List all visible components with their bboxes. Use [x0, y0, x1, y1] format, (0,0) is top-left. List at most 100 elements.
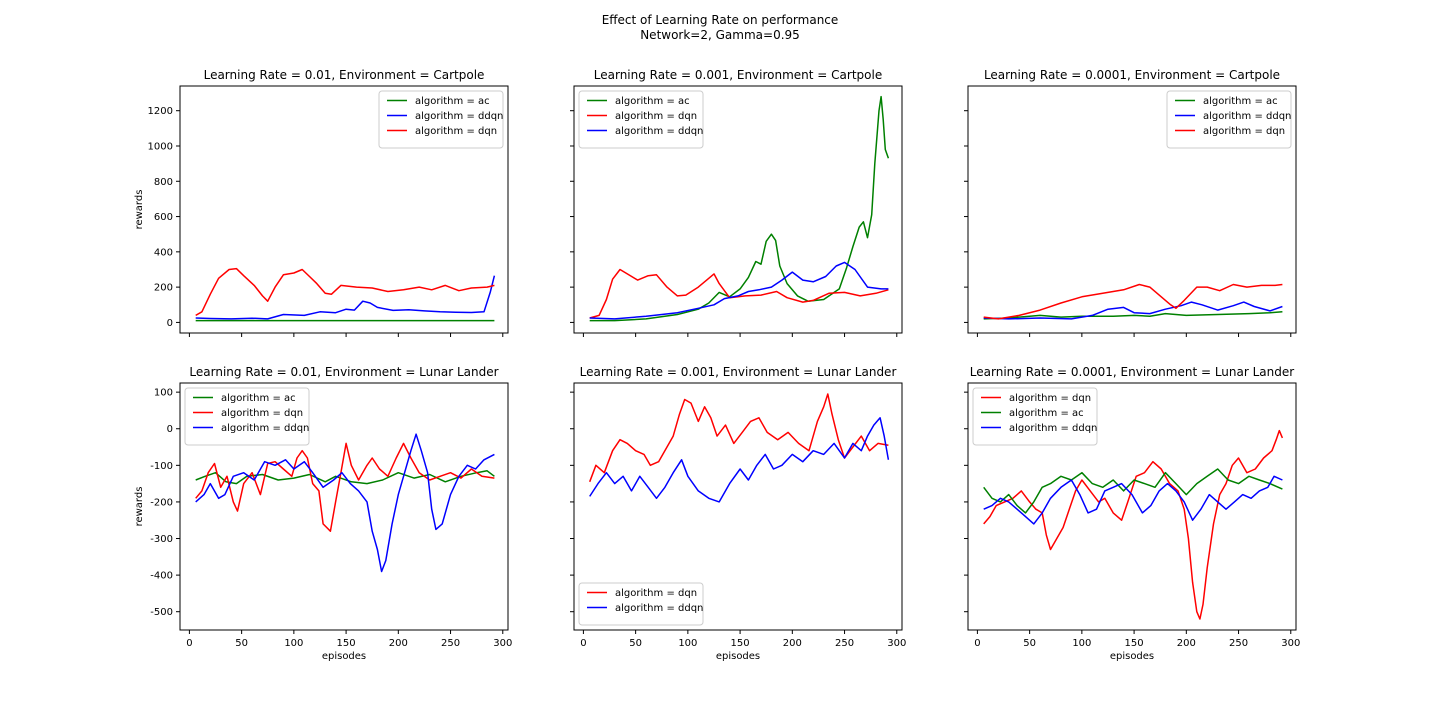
legend-entry: algorithm = ddqn: [415, 111, 503, 122]
y-tick-label: 0: [167, 318, 173, 329]
figure-subtitle: Network=2, Gamma=0.95: [640, 28, 800, 42]
legend-entry: algorithm = ac: [615, 96, 690, 107]
series-line-ac: [983, 468, 1283, 514]
x-axis-label: episodes: [1110, 651, 1154, 662]
subplot-title: Learning Rate = 0.0001, Environment = Lu…: [970, 365, 1294, 379]
y-tick-label: 200: [154, 283, 173, 294]
axes-frame: [179, 382, 509, 631]
x-tick-label: 250: [1229, 638, 1248, 649]
y-tick-label: -500: [150, 607, 173, 618]
axes-frame: [573, 382, 903, 631]
legend-entry: algorithm = dqn: [615, 588, 697, 599]
legend-entry: algorithm = ac: [415, 96, 490, 107]
series-line-ac: [589, 95, 890, 322]
x-tick-label: 100: [678, 638, 697, 649]
subplot-title: Learning Rate = 0.01, Environment = Luna…: [189, 365, 498, 379]
series-line-dqn: [983, 283, 1283, 320]
subplot-6: 0 50 100 150 200 250 300 Learning Rate = 0.0001…: [964, 365, 1300, 662]
x-axis-label: episodes: [322, 651, 366, 662]
x-tick-label: 150: [731, 638, 750, 649]
legend-box: [184, 387, 310, 446]
legend-entry: algorithm = ddqn: [615, 126, 703, 137]
legend: algorithm = ac algorithm = dqn algorithm =…: [578, 90, 704, 149]
legend-entry: algorithm = ac: [1203, 96, 1278, 107]
y-tick-label: 100: [154, 388, 173, 399]
y-tick-label: 1200: [148, 106, 173, 117]
x-tick-label: 200: [389, 638, 408, 649]
x-axis-label: episodes: [716, 651, 760, 662]
y-tick-label: -100: [150, 461, 173, 472]
series-line-ddqn: [195, 433, 495, 573]
x-tick-label: 0: [580, 638, 586, 649]
subplot-title: Learning Rate = 0.001, Environment = Lun…: [580, 365, 897, 379]
x-tick-label: 150: [337, 638, 356, 649]
series-line-dqn: [195, 267, 495, 317]
series-line-ddqn: [589, 417, 890, 503]
x-tick-label: 50: [629, 638, 642, 649]
subplot-5: 0 50 100 150 200 250 300 Learning Rate = 0.001,…: [570, 365, 906, 662]
series-line-ddqn: [195, 275, 496, 320]
axes-frame: [967, 85, 1297, 334]
x-tick-label: 200: [1177, 638, 1196, 649]
x-tick-label: 300: [887, 638, 906, 649]
subplot-title: Learning Rate = 0.0001, Environment = Ca…: [984, 68, 1280, 82]
subplot-3: Learning Rate = 0.0001, Environment = Ca…: [964, 68, 1297, 337]
legend-box: [378, 90, 504, 149]
x-tick-label: 0: [974, 638, 980, 649]
series-line-ac: [983, 311, 1283, 320]
legend-entry: algorithm = dqn: [1203, 126, 1285, 137]
x-tick-label: 150: [1125, 638, 1144, 649]
series-line-ddqn: [983, 301, 1283, 320]
series-line-ddqn: [983, 475, 1283, 525]
series-line-dqn: [195, 442, 495, 532]
subplot-4: 0 50 100 150 200 250 300 100 0 -100 -200 -300 -400 -5…: [134, 365, 512, 662]
x-tick-label: 300: [1281, 638, 1300, 649]
legend: algorithm = dqn algorithm = ddqn: [578, 582, 704, 626]
legend: algorithm = ac algorithm = dqn algorithm =…: [184, 387, 310, 446]
subplot-title: Learning Rate = 0.01, Environment = Cart…: [204, 68, 485, 82]
legend-entry: algorithm = ddqn: [1203, 111, 1291, 122]
legend-entry: algorithm = dqn: [615, 111, 697, 122]
legend-entry: algorithm = ddqn: [615, 603, 703, 614]
axes-frame: [573, 85, 903, 334]
x-tick-label: 100: [1072, 638, 1091, 649]
x-tick-label: 0: [186, 638, 192, 649]
y-tick-label: 0: [167, 424, 173, 435]
y-tick-label: 1000: [148, 141, 173, 152]
subplot-1: 0 200 400 600 800 1000 1200 Learning Rate = 0.0…: [134, 68, 509, 337]
legend-entry: algorithm = ac: [1009, 408, 1084, 419]
x-tick-label: 50: [235, 638, 248, 649]
x-tick-label: 300: [493, 638, 512, 649]
y-tick-label: -300: [150, 534, 173, 545]
x-tick-label: 50: [1023, 638, 1036, 649]
series-line-ac: [195, 470, 495, 485]
legend-box: [1166, 90, 1292, 149]
series-line-ddqn: [589, 261, 889, 320]
x-tick-label: 100: [284, 638, 303, 649]
y-tick-label: -400: [150, 571, 173, 582]
subplot-2: Learning Rate = 0.001, Environment = Car…: [570, 68, 903, 337]
figure-title: Effect of Learning Rate on performance: [602, 13, 839, 27]
legend-box: [578, 90, 704, 149]
x-tick-label: 250: [441, 638, 460, 649]
legend: algorithm = ac algorithm = ddqn algorithm …: [378, 90, 504, 149]
axes-frame: [967, 382, 1297, 631]
legend: algorithm = dqn algorithm = ac algorithm =…: [972, 387, 1098, 446]
axes-frame: [179, 85, 509, 334]
y-tick-label: 800: [154, 177, 173, 188]
x-tick-label: 250: [835, 638, 854, 649]
legend-entry: algorithm = ddqn: [221, 423, 309, 434]
y-tick-label: 600: [154, 212, 173, 223]
y-tick-label: -200: [150, 497, 173, 508]
legend-entry: algorithm = dqn: [415, 126, 497, 137]
legend-entry: algorithm = dqn: [1009, 393, 1091, 404]
subplot-title: Learning Rate = 0.001, Environment = Car…: [594, 68, 882, 82]
y-axis-label: rewards: [134, 190, 145, 230]
legend-entry: algorithm = ddqn: [1009, 423, 1097, 434]
y-tick-label: 400: [154, 247, 173, 258]
legend-entry: algorithm = ac: [221, 393, 296, 404]
y-axis-label: rewards: [134, 487, 145, 527]
series-line-dqn: [589, 268, 889, 319]
